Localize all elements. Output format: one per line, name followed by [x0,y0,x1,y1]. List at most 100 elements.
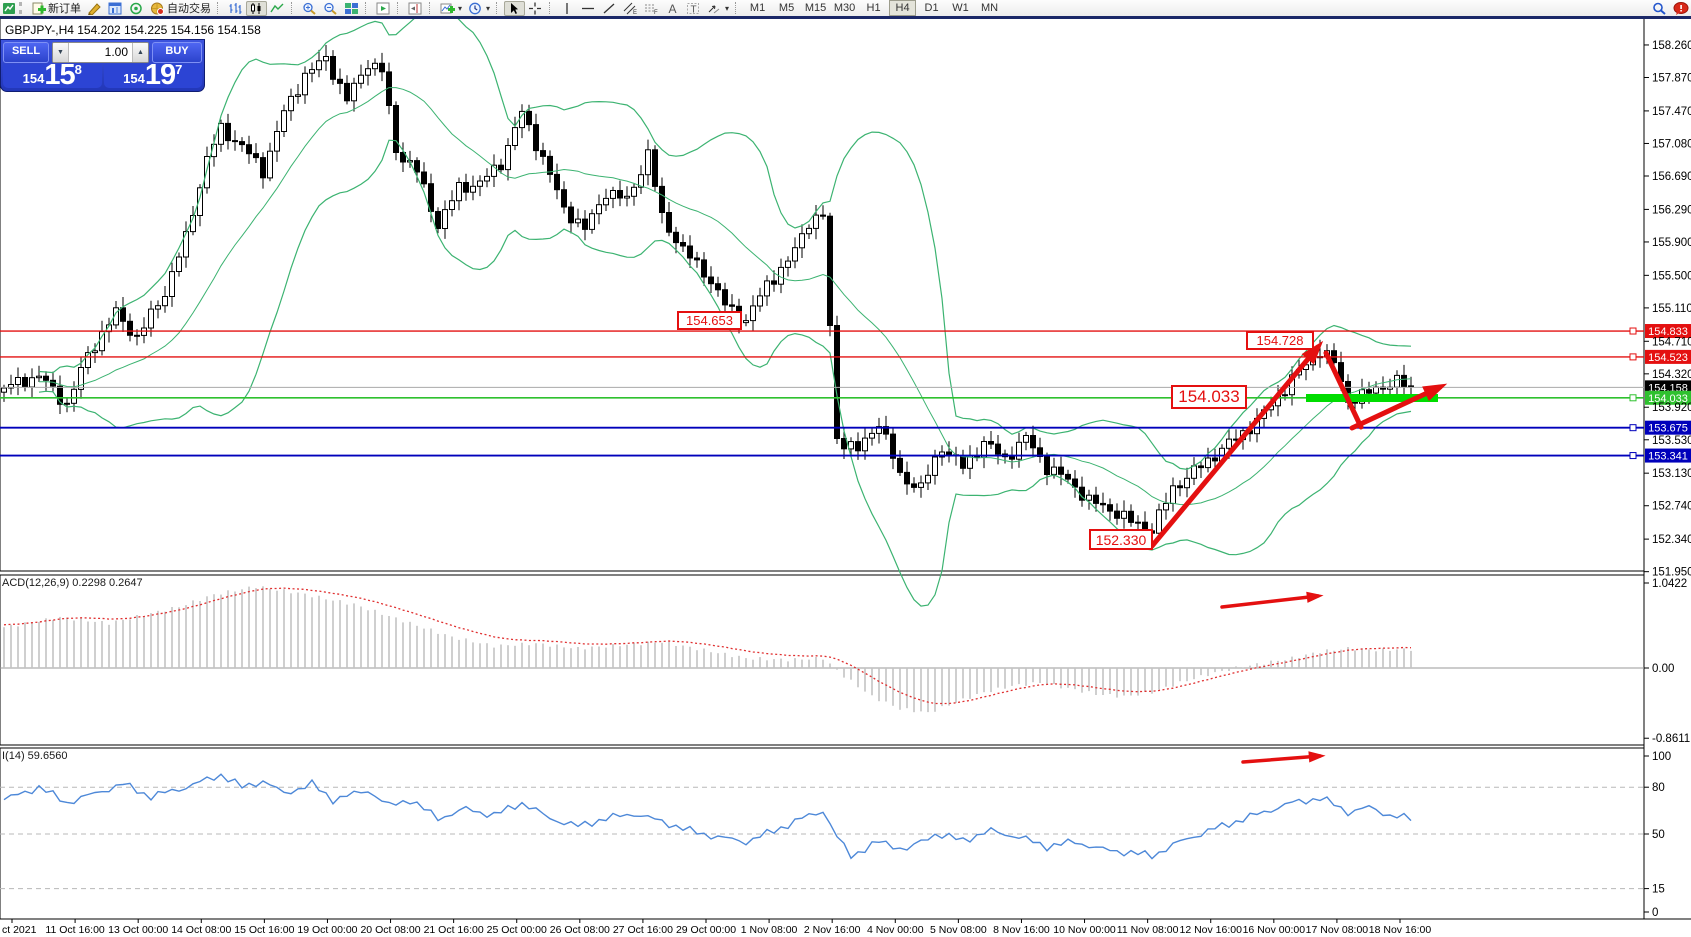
candle-body [1394,374,1400,388]
volume-increase-button[interactable]: ▲ [132,43,148,62]
price-tick-label: 153.130 [1652,468,1691,480]
candle-body [631,186,637,197]
candle-body [225,122,231,142]
toolbar-grip[interactable] [19,2,26,14]
candle-body [1093,494,1099,504]
timeframe-button-d1[interactable]: D1 [924,2,939,14]
buy-price-sup: 7 [175,64,183,77]
price-badge-text: 154.833 [1648,326,1688,338]
tile-windows-button[interactable] [341,1,362,16]
candle-body [785,260,791,268]
candle-body [169,271,175,298]
macd-tick-label: 0.00 [1652,663,1674,675]
new-order-button[interactable]: 新订单 [28,1,84,16]
candle-body [918,482,924,488]
timeframe-button-h1[interactable]: H1 [866,2,881,14]
support-highlight-bar[interactable] [1306,394,1438,402]
timeframe-button-mn[interactable]: MN [980,2,999,14]
fibonacci-tool-button[interactable]: F [641,1,662,16]
line-chart-type-button[interactable] [267,1,288,16]
price-annotation-152.330[interactable]: 152.330 [1089,529,1153,550]
candle-body [911,483,917,488]
zoom-out-icon [323,2,338,15]
sell-button[interactable]: SELL [3,42,49,63]
timeframe-button-m5[interactable]: M5 [778,2,795,14]
candle-body [673,231,679,244]
new-order-label: 新订单 [48,3,81,15]
level-line-handle[interactable] [1629,394,1637,402]
indicators-button[interactable]: ▾ [437,1,465,16]
timeframe-button-m1[interactable]: M1 [749,2,766,14]
candle-body [855,441,861,452]
timeframe-button-h4[interactable]: H4 [889,0,917,16]
styler-button[interactable] [84,1,105,16]
trend-arrow-2[interactable] [1349,384,1443,431]
macd-indicator-label: ACD(12,26,9) 0.2298 0.2647 [2,577,143,589]
volume-decrease-button[interactable]: ▼ [53,43,69,62]
zoom-in-button[interactable] [299,1,320,16]
label-tool-button[interactable]: T [683,1,704,16]
sell-price-prefix: 154 [22,71,45,86]
trend-arrow-3[interactable] [1220,594,1320,609]
shapes-tool-button[interactable]: ▾ [704,1,732,16]
symbol-search-button[interactable] [1649,1,1670,16]
trend-arrow-4[interactable] [1241,754,1322,764]
rsi-tick-label: 15 [1652,884,1665,896]
price-tick-label: 153.920 [1652,402,1691,414]
candle-body [603,197,609,206]
bar-chart-type-button[interactable] [225,1,246,16]
date-label: 18 Nov 16:00 [1369,924,1432,936]
level-line-handle[interactable] [1629,424,1637,432]
level-line-handle[interactable] [1629,327,1637,335]
trendline-tool-button[interactable] [599,1,620,16]
candle-body [708,276,714,285]
trend-arrow-1[interactable] [1323,350,1364,430]
candle-body [302,72,308,96]
horizontal-line-tool-button[interactable] [578,1,599,16]
candle-body [428,183,434,212]
candle-body [876,426,882,434]
channel-tool-button[interactable]: E [620,1,641,16]
candle-body [904,471,910,485]
buy-button[interactable]: BUY [152,42,202,63]
zoom-out-button[interactable] [320,1,341,16]
buy-price-display[interactable]: 154 19 7 [103,64,202,88]
candle-body [8,384,14,389]
chart-shift-button[interactable] [405,1,426,16]
timeframe-button-m15[interactable]: M15 [804,2,827,14]
price-annotation-154.653[interactable]: 154.653 [677,311,742,330]
auto-scroll-button[interactable] [373,1,394,16]
level-line-handle[interactable] [1629,452,1637,460]
trend-arrow-0[interactable] [1149,344,1321,549]
crosshair-button[interactable] [525,1,546,16]
sound-button[interactable] [126,1,147,16]
candle-body [379,62,385,73]
timeframe-button-w1[interactable]: W1 [952,2,969,14]
candle-body [148,308,154,329]
candle-body [323,56,329,62]
price-annotation-154.728[interactable]: 154.728 [1246,331,1314,350]
timeframe-button-m30[interactable]: M30 [833,2,856,14]
new-order-icon [31,2,46,15]
candle-body [43,375,49,381]
candle-body [162,296,168,307]
text-tool-button[interactable]: A [662,1,683,16]
cursor-button[interactable] [504,0,526,16]
candle-body [463,182,469,193]
vertical-line-tool-button[interactable] [557,1,578,16]
bar-chart-icon [228,2,243,15]
auto-trading-button[interactable]: 自动交易 [147,1,214,16]
volume-value[interactable]: 1.00 [104,45,128,59]
level-line-handle[interactable] [1629,353,1637,361]
market-watch-button[interactable] [105,1,126,16]
trend-arrow-head-0 [1301,340,1324,365]
candle-body [1282,394,1288,397]
price-annotation-154.033[interactable]: 154.033 [1171,385,1247,409]
sell-price-display[interactable]: 154 15 8 [3,64,102,88]
notification-button[interactable] [1670,1,1691,16]
toolbar-separator [549,2,554,14]
periods-button[interactable]: ▾ [465,1,493,16]
candlestick-chart-type-button[interactable] [246,0,267,16]
candle-body [337,78,343,84]
